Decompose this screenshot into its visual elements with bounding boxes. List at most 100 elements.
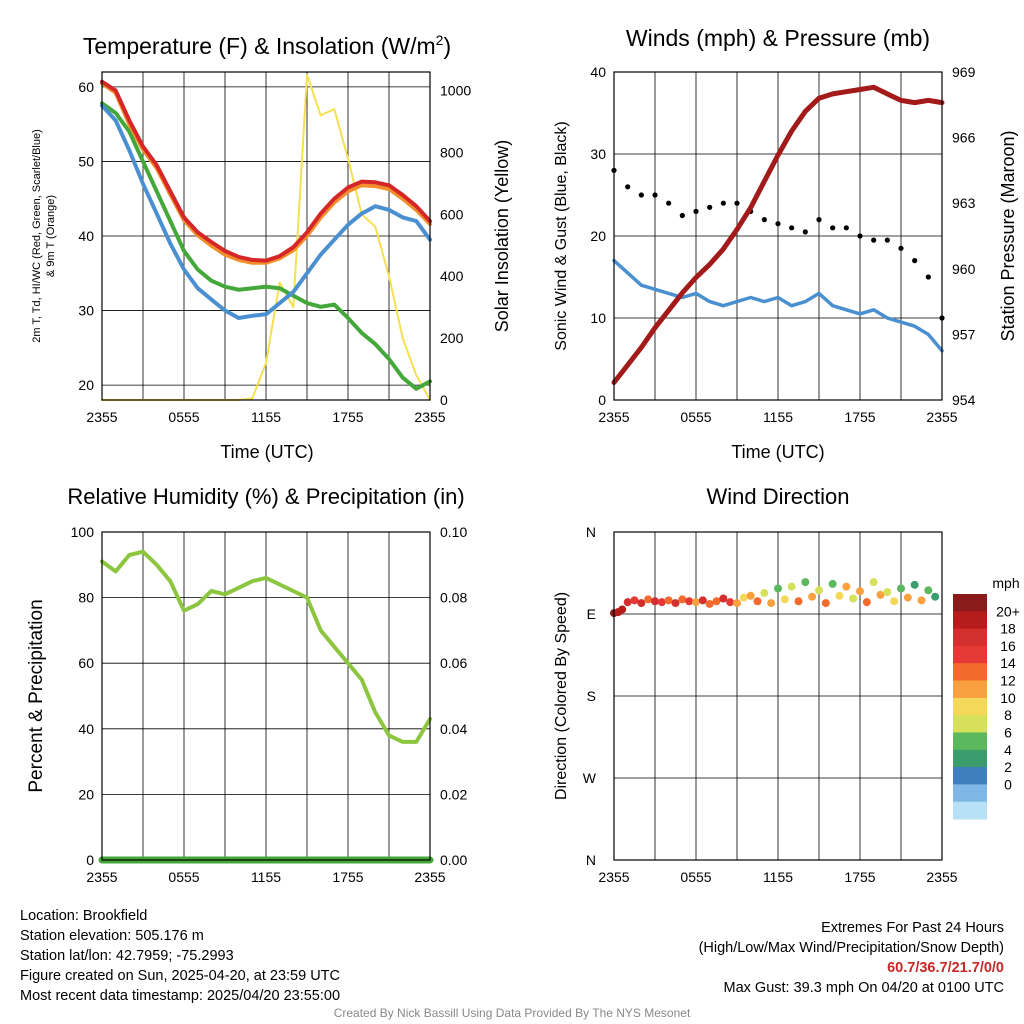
direction-point bbox=[651, 597, 659, 606]
direction-point bbox=[664, 596, 673, 605]
gust-point bbox=[912, 258, 918, 264]
direction-point bbox=[712, 597, 721, 606]
colorbar-label: 0 bbox=[1004, 776, 1012, 792]
direction-point bbox=[630, 596, 639, 605]
humidity-plot-frame bbox=[101, 531, 431, 861]
direction-point bbox=[746, 591, 755, 600]
colorbar-label: 18 bbox=[1000, 621, 1016, 637]
humidity-y-tick-label-left: 100 bbox=[71, 524, 95, 540]
max-gust: Max Gust: 39.3 mph On 04/20 at 0100 UTC bbox=[723, 980, 1004, 996]
colorbar-swatch bbox=[953, 715, 987, 733]
direction-point bbox=[842, 582, 851, 591]
gust-point bbox=[898, 245, 904, 251]
gust-point bbox=[625, 184, 631, 190]
pressure-y-tick-label-right: 969 bbox=[952, 64, 976, 80]
colorbar-swatch bbox=[953, 663, 987, 682]
pressure-y-label: Station Pressure (Maroon) bbox=[998, 130, 1018, 341]
gust-point bbox=[925, 274, 931, 280]
direction-point bbox=[849, 594, 858, 603]
direction-point bbox=[828, 579, 837, 588]
extremes-block: Extremes For Past 24 Hours (High/Low/Max… bbox=[699, 918, 1004, 998]
colorbar-label: 2 bbox=[1004, 759, 1012, 775]
station-location: Location: Brookfield bbox=[20, 908, 148, 924]
colorbar-swatch bbox=[953, 628, 987, 647]
colorbar-swatch bbox=[953, 784, 987, 803]
pressure-y-tick-label-right: 963 bbox=[952, 195, 976, 211]
extremes-values: 60.7/36.7/21.7/0/0 bbox=[887, 960, 1004, 976]
direction-point bbox=[753, 597, 762, 606]
colorbar-label: 10 bbox=[1000, 690, 1016, 706]
direction-x-tick-label: 2355 bbox=[926, 869, 957, 885]
direction-point bbox=[780, 595, 789, 604]
humidity-y-tick-label-left: 60 bbox=[78, 655, 94, 671]
direction-point bbox=[903, 593, 912, 602]
direction-grid bbox=[614, 532, 942, 860]
gust-point bbox=[638, 192, 644, 198]
winds-plot-frame bbox=[613, 71, 943, 401]
recent-timestamp: Most recent data timestamp: 2025/04/20 2… bbox=[20, 988, 341, 1004]
winds-x-tick-label: 1155 bbox=[763, 409, 793, 425]
gust-point bbox=[802, 229, 808, 235]
gust-point bbox=[720, 200, 726, 206]
pressure-y-tick-label-right: 960 bbox=[952, 261, 976, 277]
winds-axes: 2355 0555 1155 1755 235501020304095495796096… bbox=[590, 64, 975, 425]
colorbar-swatch bbox=[953, 749, 987, 768]
direction-y-tick-label: N bbox=[586, 852, 596, 868]
winds-panel: Winds (mph) & Pressure (mb) 2355 0555 1155… bbox=[553, 25, 1018, 462]
direction-y-tick-label: E bbox=[587, 606, 596, 622]
temperature-y-tick-label-left: 30 bbox=[78, 303, 94, 319]
temperature-y-tick-label-left: 40 bbox=[78, 228, 94, 244]
winds-y-tick-label-left: 30 bbox=[590, 146, 606, 162]
credit-line: Created By Nick Bassill Using Data Provi… bbox=[333, 1006, 691, 1020]
direction-point bbox=[890, 597, 899, 606]
colorbar-label: 14 bbox=[1000, 655, 1016, 671]
direction-point bbox=[767, 599, 776, 608]
humidity-y-tick-label-left: 40 bbox=[78, 721, 94, 737]
direction-point bbox=[801, 578, 810, 587]
humidity-x-tick-label: 1755 bbox=[332, 869, 363, 885]
direction-x-tick-label: 0555 bbox=[680, 869, 711, 885]
colorbar-unit: mph bbox=[992, 575, 1019, 591]
winds-title: Winds (mph) & Pressure (mb) bbox=[626, 25, 930, 51]
gust-point bbox=[789, 225, 795, 231]
gust-point bbox=[679, 212, 685, 219]
solar-y-tick-label-right: 600 bbox=[440, 206, 464, 222]
wind-y-label: Sonic Wind & Gust (Blue, Black) bbox=[553, 121, 570, 350]
winds-x-tick-label: 1755 bbox=[844, 409, 875, 425]
humidity-y-label: Percent & Precipitation bbox=[26, 599, 47, 792]
humidity-y-tick-label-left: 80 bbox=[78, 590, 94, 606]
station-elevation: Station elevation: 505.176 m bbox=[20, 928, 204, 944]
pressure-y-tick-label-right: 954 bbox=[952, 392, 976, 408]
colorbar-swatch bbox=[953, 767, 987, 785]
temperature-panel: Temperature (F) & Insolation (W/m2) 2355… bbox=[31, 32, 512, 462]
gust-point bbox=[816, 217, 822, 223]
figure-created: Figure created on Sun, 2025-04-20, at 23… bbox=[20, 968, 340, 984]
precip-y-tick-label-right: 0.08 bbox=[440, 590, 467, 606]
temperature-series bbox=[100, 74, 432, 401]
colorbar-swatch bbox=[953, 594, 987, 612]
direction-plot-frame bbox=[613, 531, 943, 861]
temperature-y-label-line2: & 9m T (Orange) bbox=[45, 195, 57, 277]
temperature-y-label-line1: 2m T, Td, HI/WC (Red, Green, Scarlet/Blu… bbox=[31, 129, 43, 343]
winds-y-tick-label-left: 40 bbox=[590, 64, 606, 80]
direction-point bbox=[739, 593, 748, 602]
colorbar-swatch bbox=[953, 680, 987, 699]
station-latlon: Station lat/lon: 42.7959; -75.2993 bbox=[20, 948, 234, 964]
wind_chill-line bbox=[100, 103, 432, 320]
solar-y-tick-label-right: 0 bbox=[440, 392, 448, 408]
direction-point bbox=[876, 590, 885, 599]
gust-point bbox=[693, 208, 699, 214]
gust-point bbox=[707, 204, 713, 210]
solar-y-tick-label-right: 800 bbox=[440, 144, 464, 160]
direction-point bbox=[808, 592, 817, 601]
gust-point bbox=[775, 221, 781, 227]
direction-point bbox=[692, 598, 700, 607]
colorbar-label: 8 bbox=[1004, 707, 1012, 723]
pressure-line bbox=[611, 84, 945, 385]
colorbar-swatch bbox=[953, 732, 987, 751]
direction-x-tick-label: 2355 bbox=[598, 869, 629, 885]
colorbar-label: 20+ bbox=[996, 603, 1020, 619]
colorbar-swatch bbox=[953, 801, 987, 820]
